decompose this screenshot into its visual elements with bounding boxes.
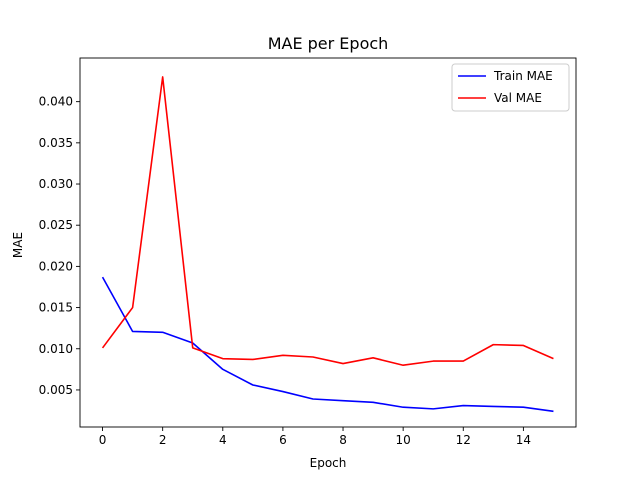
x-tick-label: 4: [219, 433, 227, 447]
chart-title: MAE per Epoch: [268, 34, 389, 53]
y-tick-label: 0.040: [39, 95, 73, 109]
x-tick-label: 6: [279, 433, 287, 447]
axis-ticks: 0 2 4 6 8 10 12 14 0.005 0.010 0.015 0.020 0.025 0.03…: [39, 95, 531, 447]
series-line-val-mae: [101, 76, 554, 367]
y-tick-label: 0.025: [39, 218, 73, 232]
y-tick-label: 0.010: [39, 342, 73, 356]
legend-label: Train MAE: [493, 69, 553, 83]
y-axis-label: MAE: [11, 232, 25, 258]
plot-area: [79, 57, 577, 428]
y-tick-label: 0.015: [39, 301, 73, 315]
y-tick-label: 0.005: [39, 383, 73, 397]
x-axis-label: Epoch: [310, 456, 347, 470]
y-tick-label: 0.020: [39, 259, 73, 273]
series-line-train-mae: [101, 276, 554, 413]
legend-label: Val MAE: [494, 91, 542, 105]
axes-frame: [79, 57, 577, 428]
y-tick-label: 0.030: [39, 177, 73, 191]
x-tick-label: 0: [99, 433, 107, 447]
x-tick-label: 12: [456, 433, 471, 447]
y-tick-label: 0.035: [39, 136, 73, 150]
legend: Train MAE Val MAE: [451, 63, 570, 112]
x-tick-label: 2: [159, 433, 167, 447]
x-tick-label: 8: [339, 433, 347, 447]
x-tick-label: 14: [516, 433, 531, 447]
x-tick-label: 10: [396, 433, 411, 447]
